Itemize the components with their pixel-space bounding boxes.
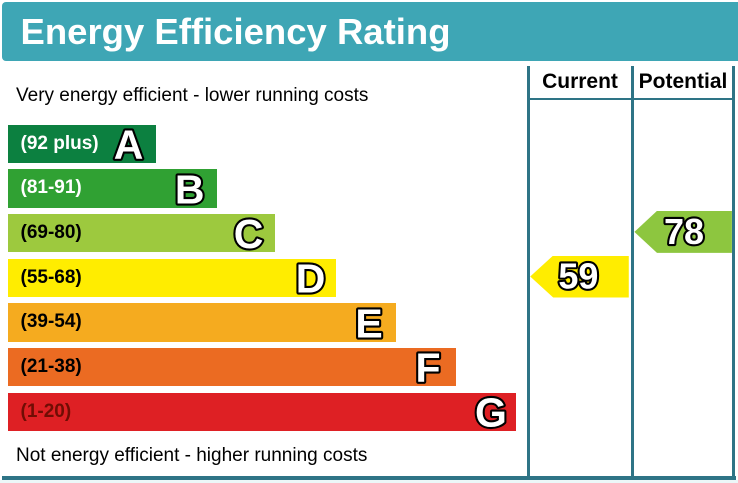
svg-text:F: F (415, 345, 440, 391)
svg-text:E: E (355, 300, 382, 346)
svg-text:59: 59 (558, 256, 598, 297)
svg-text:D: D (296, 256, 326, 302)
svg-text:G: G (475, 390, 507, 436)
svg-text:A: A (114, 122, 144, 168)
svg-text:B: B (175, 166, 205, 212)
svg-text:C: C (234, 211, 264, 257)
svg-text:78: 78 (664, 211, 704, 252)
